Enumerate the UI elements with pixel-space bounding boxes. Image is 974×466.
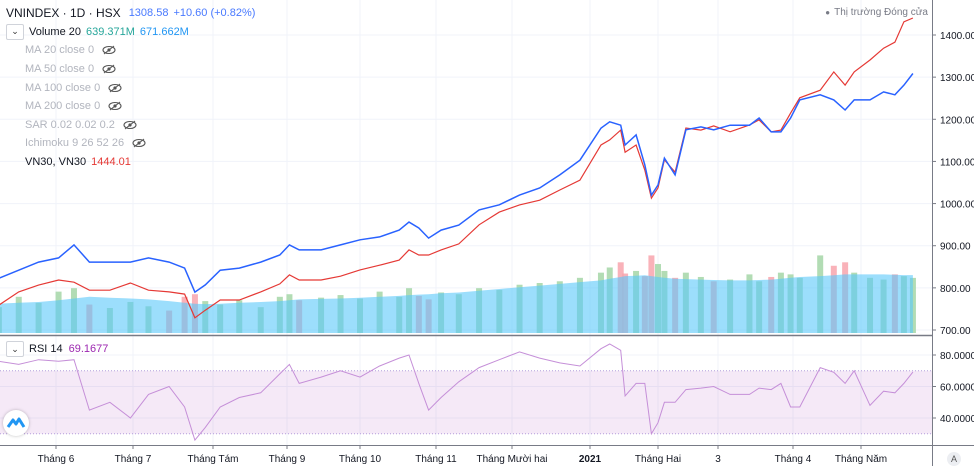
price-tick-label: 700.00 (940, 326, 971, 337)
vnindex-line (0, 73, 914, 294)
time-tick-label: 2021 (579, 454, 602, 465)
time-tick-label: 3 (715, 454, 721, 465)
collapse-chevron-icon[interactable]: ⌄ (6, 341, 24, 357)
tradingview-logo[interactable] (3, 410, 29, 436)
indicator-label: MA 20 close 0 (25, 44, 95, 57)
rsi-label: RSI 14 (29, 343, 63, 355)
price-axis[interactable]: 1400.00 1300.00 1200.00 1100.00 1000.00 900.0… (932, 31, 974, 337)
collapse-chevron-icon[interactable]: ⌄ (6, 23, 24, 40)
rsi-legend[interactable]: ⌄ RSI 14 69.1677 (6, 341, 108, 357)
symbol-price: 1308.58 (128, 7, 169, 20)
vn30-line (0, 17, 914, 319)
price-tick-label: 1100.00 (940, 157, 974, 168)
indicator-label: MA 50 close 0 (25, 63, 95, 76)
rsi-value: 69.1677 (68, 343, 109, 355)
eye-crossed-icon[interactable] (132, 138, 146, 148)
symbol-row[interactable]: VNINDEX · 1D · HSX 1308.58 +10.60 (+0.82… (6, 4, 255, 23)
eye-crossed-icon[interactable] (102, 45, 116, 55)
rsi-band (0, 370, 932, 434)
market-status: ● Thị trường Đóng cửa (825, 7, 928, 18)
indicator-label: SAR 0.02 0.02 0.2 (25, 118, 115, 131)
eye-crossed-icon[interactable] (108, 83, 122, 93)
rsi-tick-label: 80.0000 (940, 351, 974, 362)
price-tick-label: 1200.00 (940, 115, 974, 126)
volume-legend[interactable]: ⌄ Volume 20 639.371M 671.662M (6, 23, 255, 42)
time-tick-label: Tháng Hai (635, 454, 681, 465)
time-axis[interactable]: Tháng 6 Tháng 7 Tháng Tám Tháng 9 Tháng 10 Th… (38, 445, 887, 465)
price-tick-label: 1400.00 (940, 31, 974, 42)
market-status-text: Thị trường Đóng cửa (834, 7, 928, 18)
rsi-axis[interactable]: 80.0000 60.0000 40.0000 (932, 351, 974, 425)
price-tick-label: 1000.00 (940, 200, 974, 211)
hidden-indicator-legend[interactable]: Ichimoku 9 26 52 26 (6, 134, 255, 153)
hidden-indicator-legend[interactable]: MA 50 close 0 (6, 60, 255, 79)
price-tick-label: 800.00 (940, 284, 971, 295)
vn30-legend[interactable]: VN30, VN30 1444.01 (6, 153, 255, 172)
volume-ma-value: 671.662M (139, 25, 189, 38)
rsi-tick-label: 40.0000 (940, 414, 974, 425)
rsi-line (0, 343, 914, 442)
volume-label: Volume 20 (29, 25, 81, 38)
volume-bar (909, 277, 916, 333)
volume-value: 639.371M (85, 25, 135, 38)
time-tick-label: Tháng 9 (269, 454, 306, 465)
hidden-indicator-legend[interactable]: MA 20 close 0 (6, 41, 255, 60)
time-tick-label: Tháng 6 (38, 454, 75, 465)
legend: VNINDEX · 1D · HSX 1308.58 +10.60 (+0.82… (6, 4, 255, 171)
rsi-tick-label: 60.0000 (940, 383, 974, 394)
time-tick-label: Tháng Mười hai (476, 454, 547, 465)
price-tick-label: 900.00 (940, 242, 971, 253)
indicator-label: Ichimoku 9 26 52 26 (25, 137, 125, 150)
price-tick-label: 1300.00 (940, 73, 974, 84)
indicator-label: MA 200 close 0 (25, 100, 101, 113)
indicator-label: MA 100 close 0 (25, 81, 101, 94)
eye-crossed-icon[interactable] (102, 64, 116, 74)
status-dot-icon: ● (825, 8, 831, 17)
vn30-label: VN30, VN30 (25, 156, 87, 169)
symbol-title: VNINDEX · 1D · HSX (6, 6, 121, 21)
symbol-change: +10.60 (+0.82%) (173, 7, 256, 20)
eye-crossed-icon[interactable] (123, 120, 137, 130)
eye-crossed-icon[interactable] (108, 101, 122, 111)
time-tick-label: Tháng 10 (339, 454, 382, 465)
time-tick-label: Tháng Năm (835, 454, 887, 465)
hidden-indicator-legend[interactable]: MA 100 close 0 (6, 78, 255, 97)
time-tick-label: Tháng Tám (188, 454, 239, 465)
hidden-indicator-legend[interactable]: MA 200 close 0 (6, 97, 255, 116)
auto-scale-button[interactable]: A (947, 452, 961, 466)
time-tick-label: Tháng 7 (115, 454, 152, 465)
vn30-value: 1444.01 (91, 156, 131, 169)
time-tick-label: Tháng 11 (415, 454, 457, 465)
volume-ma-area (0, 274, 913, 333)
time-tick-label: Tháng 4 (775, 454, 812, 465)
hidden-indicator-legend[interactable]: SAR 0.02 0.02 0.2 (6, 116, 255, 135)
